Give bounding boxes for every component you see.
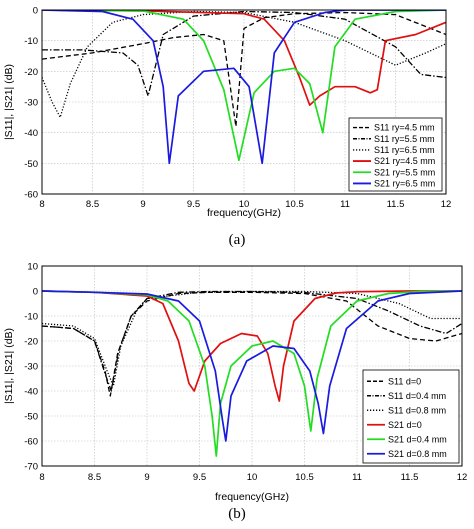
legend-label-2: S11 ry=6.5 mm bbox=[374, 145, 435, 155]
y-tick-label: -60 bbox=[24, 190, 38, 201]
legend-label-3: S21 d=0 bbox=[388, 420, 422, 430]
series-line-a-4 bbox=[42, 10, 446, 162]
panel-label-a: (a) bbox=[229, 232, 246, 248]
x-tick-label: 11 bbox=[352, 472, 362, 483]
x-tick-label: 10.5 bbox=[295, 472, 314, 483]
y-tick-label: 0 bbox=[33, 6, 38, 17]
series-line-b-3 bbox=[42, 290, 462, 402]
y-tick-label: -30 bbox=[24, 362, 38, 373]
x-tick-label: 9 bbox=[140, 199, 145, 210]
series-line-a-3 bbox=[42, 10, 446, 106]
chart-panel-b: 8 8.5 9 9.5 10 10.5 11 11.5 12 10 0 -10 -20 -30 -40 -50… bbox=[0, 256, 474, 524]
series-line-a-2 bbox=[42, 10, 446, 118]
y-tick-label: -10 bbox=[24, 36, 38, 47]
y-tick-label: -40 bbox=[24, 128, 38, 139]
y-tick-label: -40 bbox=[24, 387, 38, 398]
chart-a-svg: 8 8.5 9 9.5 10 10.5 11 11.5 12 0 -10 -20 -30 -40 -50 -6… bbox=[3, 6, 451, 249]
legend-label-0: S11 d=0 bbox=[388, 376, 421, 386]
x-tick-label: 11.5 bbox=[401, 472, 419, 483]
legend-b: S11 d=0 S11 d=0.4 mm S11 d=0.8 mm S21 d=0 S2… bbox=[362, 369, 460, 464]
legend-label-4: S21 d=0.4 mm bbox=[388, 434, 447, 444]
x-tick-label: 8.5 bbox=[86, 199, 99, 210]
y-tick-label: 10 bbox=[27, 262, 38, 273]
y-tick-label: -10 bbox=[24, 312, 38, 323]
x-tick-label: 10.5 bbox=[285, 199, 304, 210]
x-tick-label: 10 bbox=[239, 199, 250, 210]
x-tick-label: 8 bbox=[39, 199, 44, 210]
legend-box bbox=[348, 117, 443, 192]
tick-labels-b: 8 8.5 9 9.5 10 10.5 11 11.5 12 10 0 -10 -20 -30 -40 -50… bbox=[24, 262, 467, 484]
x-axis-label-a: frequency(GHz) bbox=[207, 207, 281, 219]
series-line-b-1 bbox=[42, 290, 462, 392]
legend-label-1: S11 ry=5.5 mm bbox=[374, 134, 435, 144]
plot-frame-b bbox=[41, 265, 463, 467]
legend-label-5: S21 ry=6.5 mm bbox=[374, 178, 435, 188]
series-group-b bbox=[42, 290, 462, 457]
chart-panel-a: 8 8.5 9 9.5 10 10.5 11 11.5 12 0 -10 -20 -30 -40 -50 -6… bbox=[0, 0, 474, 262]
y-tick-label: 0 bbox=[33, 287, 38, 298]
y-tick-label: -20 bbox=[24, 337, 38, 348]
panel-label-b: (b) bbox=[228, 506, 246, 522]
y-axis-label-a: |S11|, |S21| (dB) bbox=[3, 64, 15, 140]
chart-b-svg: 8 8.5 9 9.5 10 10.5 11 11.5 12 10 0 -10 -20 -30 -40 -50… bbox=[3, 262, 467, 523]
legend-box bbox=[362, 369, 460, 464]
series-group-a bbox=[42, 10, 446, 165]
series-line-b-4 bbox=[42, 290, 462, 457]
x-tick-label: 9.5 bbox=[187, 199, 200, 210]
x-tick-label: 9.5 bbox=[193, 472, 206, 483]
legend-label-2: S11 d=0.8 mm bbox=[388, 405, 446, 415]
grid-b bbox=[42, 266, 462, 466]
y-tick-label: -50 bbox=[24, 159, 38, 170]
plot-frame-a bbox=[41, 9, 447, 195]
x-tick-label: 10 bbox=[247, 472, 258, 483]
y-tick-label: -50 bbox=[24, 412, 38, 423]
series-line-a-0 bbox=[42, 11, 446, 128]
y-tick-label: -60 bbox=[24, 437, 38, 448]
legend-label-4: S21 ry=5.5 mm bbox=[374, 167, 435, 177]
legend-label-5: S21 d=0.8 mm bbox=[388, 449, 447, 459]
x-tick-label: 12 bbox=[457, 472, 468, 483]
x-tick-label: 8.5 bbox=[88, 472, 101, 483]
y-axis-label-b: |S11|, |S21| (dB) bbox=[3, 328, 15, 404]
tick-labels-a: 8 8.5 9 9.5 10 10.5 11 11.5 12 0 -10 -20 -30 -40 -50 -6… bbox=[24, 6, 451, 211]
legend-label-1: S11 d=0.4 mm bbox=[388, 391, 446, 401]
x-axis-label-b: frequency(GHz) bbox=[215, 491, 289, 503]
legend-label-0: S11 ry=4.5 mm bbox=[374, 123, 435, 133]
series-line-b-0 bbox=[42, 291, 462, 397]
x-tick-label: 11 bbox=[340, 199, 350, 210]
x-tick-label: 12 bbox=[441, 199, 452, 210]
series-line-b-5 bbox=[42, 290, 462, 442]
legend-label-3: S21 ry=4.5 mm bbox=[374, 156, 435, 166]
x-tick-label: 9 bbox=[144, 472, 149, 483]
y-tick-label: -70 bbox=[24, 462, 38, 473]
series-line-a-5 bbox=[42, 10, 446, 165]
series-line-a-1 bbox=[42, 10, 446, 97]
y-tick-label: -30 bbox=[24, 98, 38, 109]
y-tick-label: -20 bbox=[24, 67, 38, 78]
x-tick-label: 11.5 bbox=[387, 199, 405, 210]
x-tick-label: 8 bbox=[39, 472, 44, 483]
